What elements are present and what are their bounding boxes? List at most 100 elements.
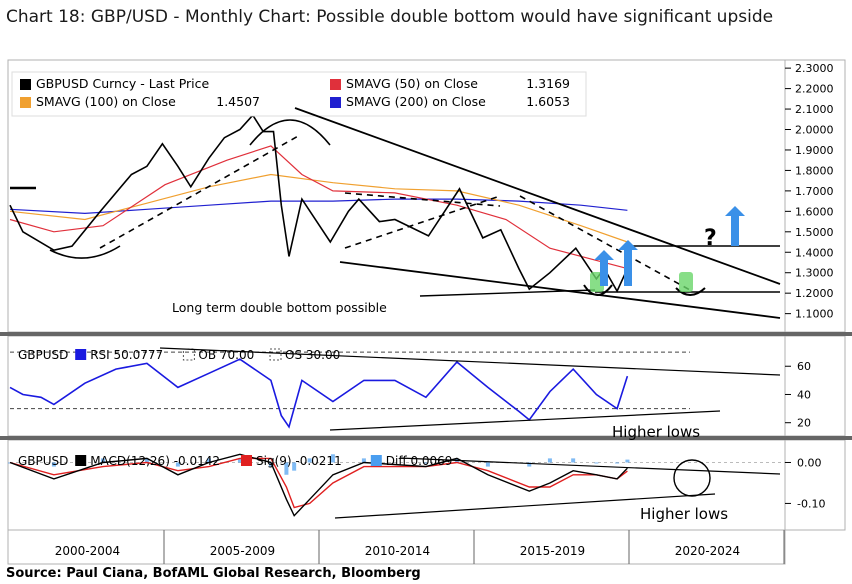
macd-diff-bar: [307, 458, 312, 463]
macd-line: [9, 453, 628, 517]
up-arrow-1: [594, 250, 614, 286]
macd-diff-bar: [284, 462, 289, 475]
rsi-axis-panel: [784, 335, 846, 437]
macd-diff-bar: [571, 458, 576, 463]
chart-title: Chart 18: GBP/USD - Monthly Chart: Possi…: [6, 7, 774, 27]
macd-legend-swatch: [241, 455, 252, 466]
rsi-legend-swatch: [269, 348, 282, 361]
macd-diff-bar: [144, 458, 149, 463]
rsi-legend-swatch: [75, 349, 87, 360]
price-tick-label: 2.3000: [795, 62, 834, 75]
up-arrow-2: [618, 240, 638, 286]
macd-axis-panel: [784, 439, 846, 531]
macd-diff-bar: [206, 458, 211, 463]
legend-label-ma100: SMAVG (100) on Close: [36, 94, 176, 109]
x-axis-label: 2010-2014: [365, 544, 430, 558]
macd-diff-bar: [292, 462, 297, 471]
rsi-tick-label: 20: [797, 417, 811, 430]
macd-diff-bar: [51, 462, 56, 467]
bottom-arc-2: [583, 284, 613, 296]
bottom-arc: [49, 245, 121, 259]
macd-diff-bar: [101, 458, 105, 463]
price-tick-label: 1.7000: [795, 185, 834, 198]
x-axis-label: 2005-2009: [210, 544, 275, 558]
legend-swatch-ma50: [330, 79, 341, 90]
dashed-wedge-2: [344, 192, 501, 207]
rsi-trend-upper: [159, 347, 781, 376]
rsi-legend-label: RSI 50.0777: [90, 348, 163, 362]
macd-tick-label: -0.10: [797, 497, 825, 510]
macd-legend-label: Sig(9) -0.0211: [256, 454, 342, 468]
question-mark: ?: [704, 226, 717, 251]
macd-diff-bar: [237, 458, 242, 463]
macd-tick-label: 0.00: [797, 456, 822, 469]
x-axis-band: [7, 529, 786, 565]
x-axis-label: 2000-2004: [55, 544, 120, 558]
macd-diff-bar: [527, 462, 532, 467]
legend-label-ma200: SMAVG (200) on Close: [346, 94, 486, 109]
legend-value-ma200: 1.6053: [526, 94, 570, 109]
macd-legend-label: GBPUSD: [18, 454, 68, 468]
price-tick-label: 2.0000: [795, 124, 834, 137]
macd-diff-bar: [594, 462, 599, 464]
channel-lower-line: [339, 261, 781, 319]
legend-label-price: GBPUSD Curncy - Last Price: [36, 76, 210, 91]
panel-divider-1: [0, 332, 852, 336]
macd-legend-label: Diff 0.0069: [386, 454, 453, 468]
macd-diff-bar: [361, 458, 366, 463]
x-axis-label: 2020-2024: [675, 544, 740, 558]
legend-value-ma100: 1.4507: [216, 94, 260, 109]
up-arrow-target: [725, 206, 745, 246]
double-bottom-pointer: [419, 289, 596, 297]
x-axis-label: 2015-2019: [520, 544, 585, 558]
legend-swatch-price: [20, 79, 31, 90]
price-tick-label: 1.9000: [795, 144, 834, 157]
price-tick-label: 1.6000: [795, 205, 834, 218]
rsi-legend-label: GBPUSD: [18, 348, 68, 362]
price-tick-label: 1.4000: [795, 246, 834, 259]
bottom-highlight-2: [679, 272, 693, 292]
price-tick-label: 1.3000: [795, 267, 834, 280]
macd-diff-bar: [547, 458, 552, 463]
price-tick-label: 2.2000: [795, 83, 834, 96]
rsi-trend-lower: [329, 410, 721, 431]
macd-legend-label: MACD(12,26) -0.0142: [90, 454, 220, 468]
channel-upper-line: [294, 107, 781, 285]
rsi-tick-label: 40: [797, 388, 811, 401]
rsi-tick-label: 60: [797, 360, 811, 373]
uptrend-dashed: [99, 134, 301, 249]
legend-swatch-ma200: [330, 97, 341, 108]
macd-diff-bar: [615, 462, 620, 464]
dashed-wedge-1: [344, 195, 501, 249]
ma100-line: [9, 173, 628, 243]
macd-diff-bar: [625, 459, 630, 463]
top-arc: [249, 119, 331, 146]
legend-swatch-ma100: [20, 97, 31, 108]
legend-value-ma50: 1.3169: [526, 76, 570, 91]
macd-focus-circle: [673, 459, 711, 497]
panel-divider-2: [0, 436, 852, 440]
macd-annotation: Higher lows: [640, 505, 728, 523]
macd-legend-swatch: [370, 455, 382, 466]
rsi-line: [9, 358, 629, 429]
macd-diff-bar: [485, 462, 490, 467]
macd-diff-bar: [175, 462, 180, 467]
macd-legend-swatch: [75, 455, 87, 466]
legend-label-ma50: SMAVG (50) on Close: [346, 76, 478, 91]
bottom-arc-3: [675, 287, 706, 296]
price-tick-label: 2.1000: [795, 103, 834, 116]
macd-diff-bar: [423, 462, 428, 464]
macd-trend-lower: [334, 493, 716, 519]
macd-trend-upper: [399, 457, 781, 475]
double-bottom-label: Long term double bottom possible: [172, 300, 387, 315]
rsi-annotation: Higher lows: [612, 423, 700, 441]
price-tick-label: 1.1000: [795, 308, 834, 321]
macd-diff-bar: [268, 462, 273, 467]
macd-panel: [7, 439, 786, 531]
ma50-line: [9, 145, 628, 270]
price-tick-label: 1.2000: [795, 287, 834, 300]
price-tick-label: 1.8000: [795, 164, 834, 177]
price-tick-label: 1.5000: [795, 226, 834, 239]
macd-diff-bar: [330, 454, 335, 463]
